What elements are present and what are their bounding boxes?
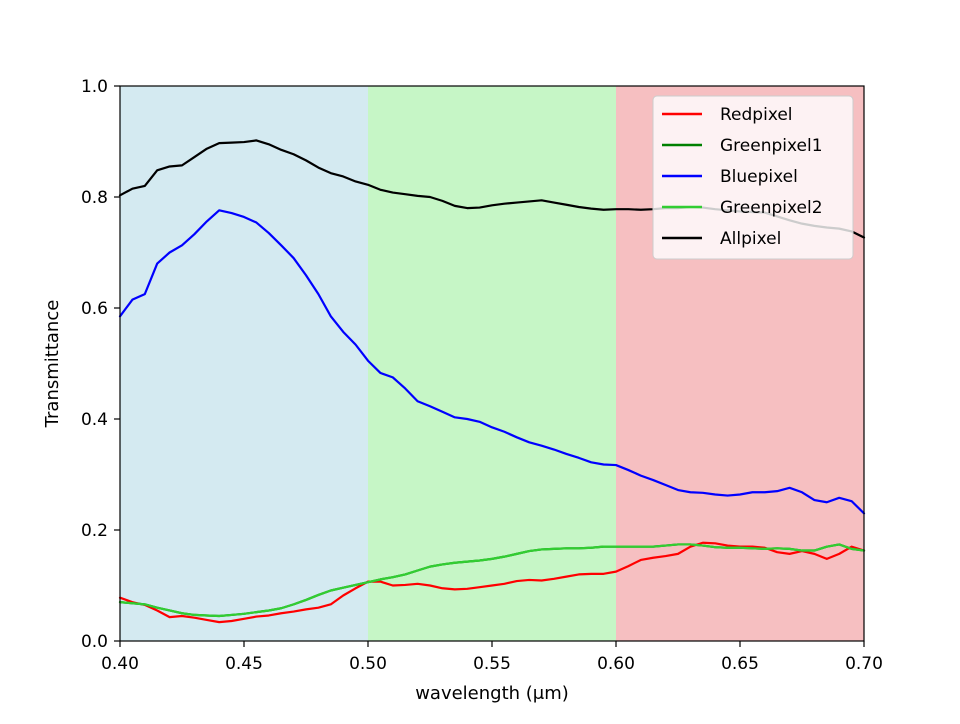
x-tick-label: 0.65 — [721, 654, 759, 674]
x-tick-label: 0.40 — [101, 654, 139, 674]
legend-box — [652, 95, 854, 260]
x-tick-label: 0.70 — [845, 654, 883, 674]
legend-label-redpixel: Redpixel — [720, 105, 793, 125]
series-line-bluepixel — [118, 209, 866, 515]
y-tick-label: 0.8 — [81, 188, 108, 208]
y-tick-label: 0.6 — [81, 299, 108, 319]
band-0 — [120, 86, 368, 641]
legend: Redpixel Greenpixel1 Bluepixel Greenpixel2 A… — [652, 95, 854, 260]
legend-label-allpixel: Allpixel — [720, 229, 781, 249]
legend-label-bluepixel: Bluepixel — [720, 167, 798, 187]
x-tick-label: 0.60 — [597, 654, 635, 674]
legend-label-greenpixel2: Greenpixel2 — [720, 198, 823, 218]
y-axis: 0.0 0.2 0.4 0.6 0.8 1.0 — [81, 77, 120, 652]
y-tick-label: 0.4 — [81, 410, 108, 430]
y-tick-label: 1.0 — [81, 77, 108, 97]
x-tick-label: 0.55 — [473, 654, 511, 674]
y-tick-label: 0.0 — [81, 632, 108, 652]
x-axis-label: wavelength (μm) — [415, 683, 569, 704]
legend-label-greenpixel1: Greenpixel1 — [720, 136, 823, 156]
y-axis-label: Transmittance — [42, 300, 63, 429]
y-tick-label: 0.2 — [81, 521, 108, 541]
x-tick-label: 0.45 — [225, 654, 263, 674]
x-axis: 0.40 0.45 0.50 0.55 0.60 0.65 0.70 — [101, 641, 883, 674]
series-line-greenpixel2 — [118, 543, 866, 618]
x-tick-label: 0.50 — [349, 654, 387, 674]
series-line-redpixel — [118, 541, 866, 624]
